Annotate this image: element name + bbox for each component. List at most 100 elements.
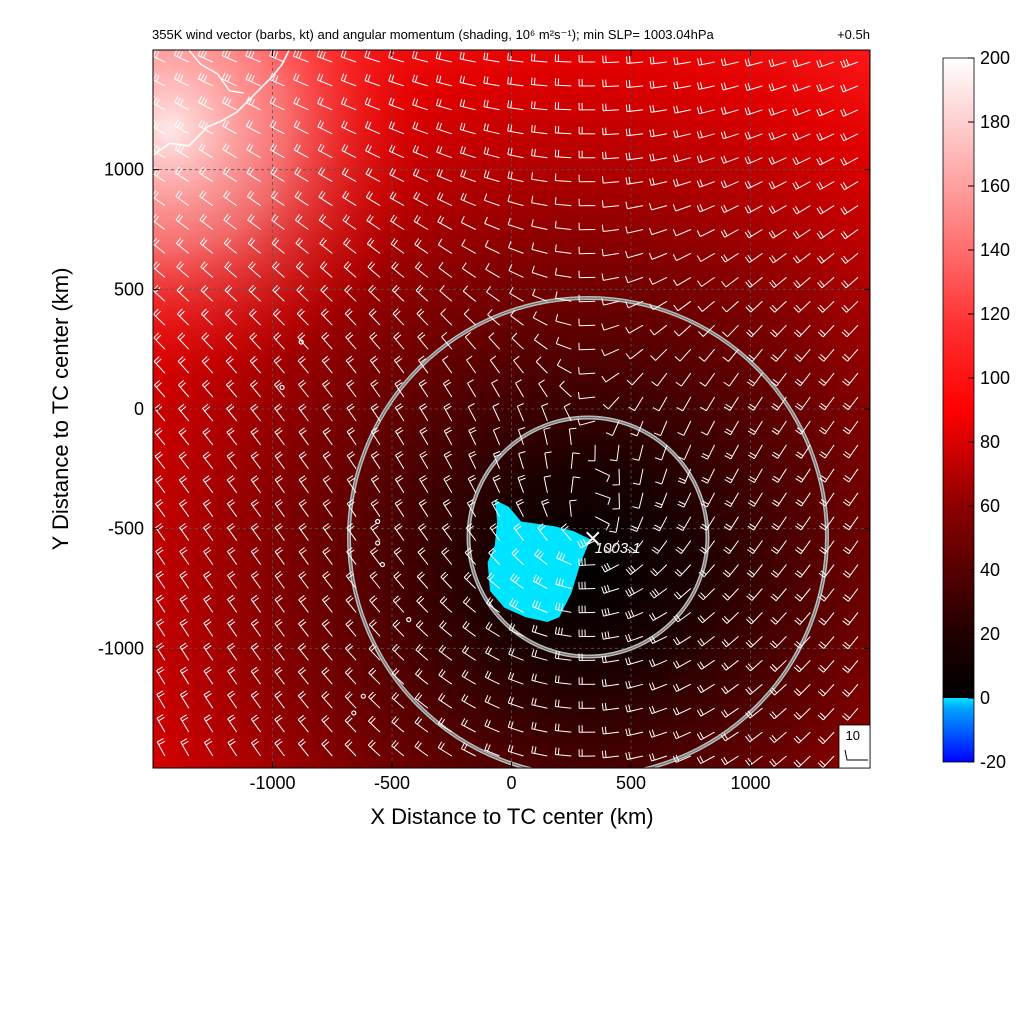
wind-barb (319, 237, 333, 254)
wind-barb (250, 738, 262, 757)
wind-barb (365, 144, 381, 159)
wind-barb (293, 96, 309, 111)
wind-barb (840, 132, 859, 142)
wind-barb (602, 55, 620, 64)
wind-barb (198, 166, 214, 183)
wind-barb (554, 244, 572, 254)
wind-barb (768, 132, 787, 141)
wind-barb (435, 74, 452, 87)
wind-barb (416, 308, 429, 326)
wind-barb (321, 667, 333, 685)
wind-barb (795, 468, 811, 483)
wind-barb (840, 157, 859, 166)
wind-barb (578, 318, 596, 327)
wind-barb (746, 588, 763, 601)
wind-barb (227, 642, 238, 661)
wind-barb (696, 731, 715, 741)
wind-barb (203, 738, 214, 757)
range-ring-core (348, 297, 828, 768)
wind-barb (601, 631, 620, 640)
wind-barb (226, 451, 238, 470)
wind-barb (153, 72, 166, 87)
colorbar-tick-label: 20 (980, 624, 1000, 644)
wind-barb (531, 195, 548, 207)
wind-barb (274, 738, 285, 757)
wind-barb (153, 190, 166, 207)
island-dot (298, 339, 304, 345)
reference-barb-label: 10 (846, 728, 860, 743)
wind-barb (769, 707, 787, 720)
forecast-time-label: +0.5h (837, 27, 870, 42)
wind-barb (612, 492, 620, 510)
wind-barb (570, 452, 580, 469)
wind-barb (507, 100, 524, 111)
wind-barb (438, 693, 453, 709)
wind-barb (346, 427, 357, 446)
wind-barb (652, 396, 668, 412)
wind-barb (677, 492, 692, 508)
wind-barb (792, 205, 811, 215)
wind-barb (744, 107, 763, 116)
wind-barb (816, 205, 835, 215)
wind-barb (439, 596, 453, 613)
wind-barb (345, 355, 357, 374)
wind-barb (587, 444, 596, 462)
wind-barb (295, 237, 309, 254)
wind-barb (840, 181, 859, 191)
wind-barb (602, 151, 620, 160)
wind-barb (394, 523, 405, 541)
wind-barb (346, 523, 357, 541)
wind-barb (744, 252, 763, 264)
wind-barb (174, 143, 190, 159)
wind-barb (769, 636, 787, 649)
wind-barb (274, 690, 285, 709)
wind-barb (321, 643, 333, 661)
wind-barb (816, 132, 835, 141)
wind-barb (390, 214, 405, 230)
island-dot (360, 693, 366, 699)
wind-barb (724, 492, 739, 508)
wind-barb (245, 72, 261, 87)
wind-barb (345, 571, 357, 589)
wind-barb (417, 355, 429, 374)
wind-barb (298, 643, 309, 661)
wind-barb (609, 444, 620, 462)
wind-barb (677, 444, 692, 461)
wind-barb (483, 170, 500, 183)
wind-barb (793, 731, 811, 744)
wind-barb (443, 450, 453, 470)
wind-barb (461, 718, 476, 733)
wind-barb (554, 149, 572, 159)
wind-barb (720, 155, 739, 164)
wind-barb (274, 379, 285, 398)
colorbar-tick-label: 40 (980, 560, 1000, 580)
wind-barb (769, 277, 787, 288)
wind-barb (768, 83, 787, 92)
wind-barb (391, 716, 405, 733)
wind-barb (246, 190, 261, 207)
wind-barb (794, 396, 811, 411)
wind-barb (345, 332, 357, 350)
wind-barb (745, 612, 763, 625)
wind-barb (390, 238, 405, 254)
island-dot (379, 561, 386, 568)
wind-barb (673, 105, 691, 114)
wind-barb (416, 571, 429, 589)
wind-barb (609, 516, 620, 533)
wind-barb (436, 192, 453, 207)
wind-barb (771, 444, 787, 459)
wind-barb (594, 468, 611, 483)
wind-barb (648, 252, 668, 260)
wind-barb (650, 564, 668, 577)
wind-barb (202, 427, 214, 446)
colorbar-tick-label: 80 (980, 432, 1000, 452)
wind-barb (155, 570, 166, 589)
wind-barb (700, 492, 716, 508)
wind-barb (344, 715, 357, 733)
wind-barb (771, 540, 787, 555)
wind-barb (250, 690, 262, 709)
wind-barb (202, 403, 214, 422)
wind-barb (768, 252, 787, 264)
wind-barb (648, 635, 668, 644)
